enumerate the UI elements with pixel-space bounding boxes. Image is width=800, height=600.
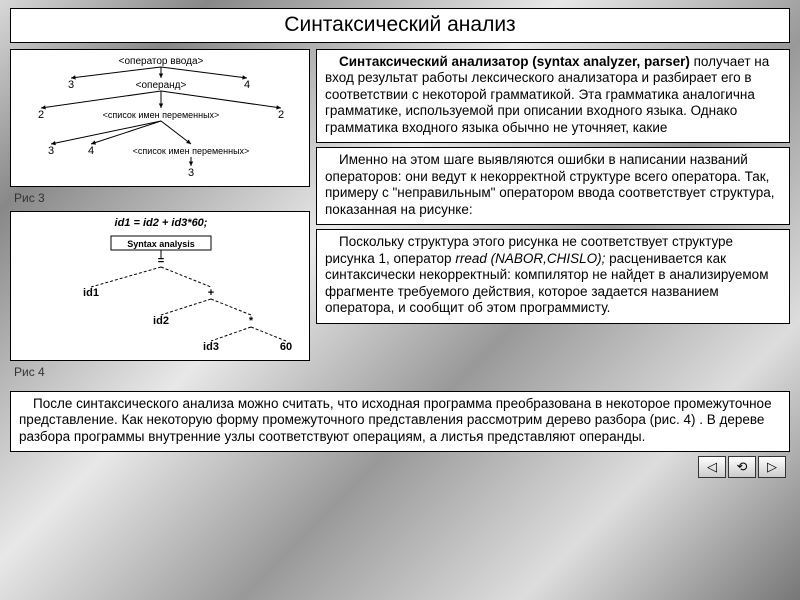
figure-3: <оператор ввода> 3 <операнд> 4 2 <список имен… [10, 49, 310, 187]
left-column: <оператор ввода> 3 <операнд> 4 2 <список имен… [10, 49, 310, 385]
figure-3-caption: Рис 3 [14, 191, 310, 205]
svg-text:3: 3 [68, 79, 74, 91]
paragraph-1-term: Синтаксический анализатор (syntax analyz… [339, 54, 690, 69]
nav-next-button[interactable]: ▷ [758, 456, 786, 478]
svg-text:60: 60 [280, 341, 292, 353]
nav-bar: ◁ ⟲ ▷ [10, 456, 790, 478]
svg-text:*: * [249, 315, 254, 327]
svg-text:<операнд>: <операнд> [136, 80, 187, 91]
nav-home-button[interactable]: ⟲ [728, 456, 756, 478]
svg-text:id1: id1 [83, 287, 99, 299]
svg-text:=: = [158, 255, 164, 267]
svg-text:id3: id3 [203, 341, 219, 353]
two-column-layout: <оператор ввода> 3 <операнд> 4 2 <список имен… [10, 49, 790, 385]
svg-text:+: + [208, 287, 214, 299]
nav-prev-button[interactable]: ◁ [698, 456, 726, 478]
svg-text:<список имен переменных>: <список имен переменных> [103, 110, 220, 120]
svg-text:3: 3 [48, 145, 54, 157]
svg-text:4: 4 [88, 145, 94, 157]
right-column: Синтаксический анализатор (syntax analyz… [316, 49, 790, 385]
svg-text:id1 = id2 + id3*60;: id1 = id2 + id3*60; [115, 217, 208, 229]
svg-text:2: 2 [38, 109, 44, 121]
svg-text:id2: id2 [153, 315, 169, 327]
paragraph-4: После синтаксического анализа можно счит… [10, 391, 790, 452]
svg-text:2: 2 [278, 109, 284, 121]
figure-4: id1 = id2 + id3*60; Syntax analysis = id1 + i… [10, 211, 310, 361]
svg-text:4: 4 [244, 79, 250, 91]
paragraph-3-code: rread (NABOR,CHISLO); [455, 251, 605, 266]
svg-text:<список имен переменных>: <список имен переменных> [133, 146, 250, 156]
page-title: Синтаксический анализ [10, 8, 790, 43]
svg-text:3: 3 [188, 167, 194, 179]
paragraph-1: Синтаксический анализатор (syntax analyz… [316, 49, 790, 143]
svg-text:<оператор ввода>: <оператор ввода> [119, 56, 204, 67]
paragraph-3: Поскольку структура этого рисунка не соо… [316, 229, 790, 323]
svg-text:Syntax analysis: Syntax analysis [127, 239, 195, 249]
figure-4-caption: Рис 4 [14, 365, 310, 379]
paragraph-2: Именно на этом шаге выявляются ошибки в … [316, 147, 790, 225]
